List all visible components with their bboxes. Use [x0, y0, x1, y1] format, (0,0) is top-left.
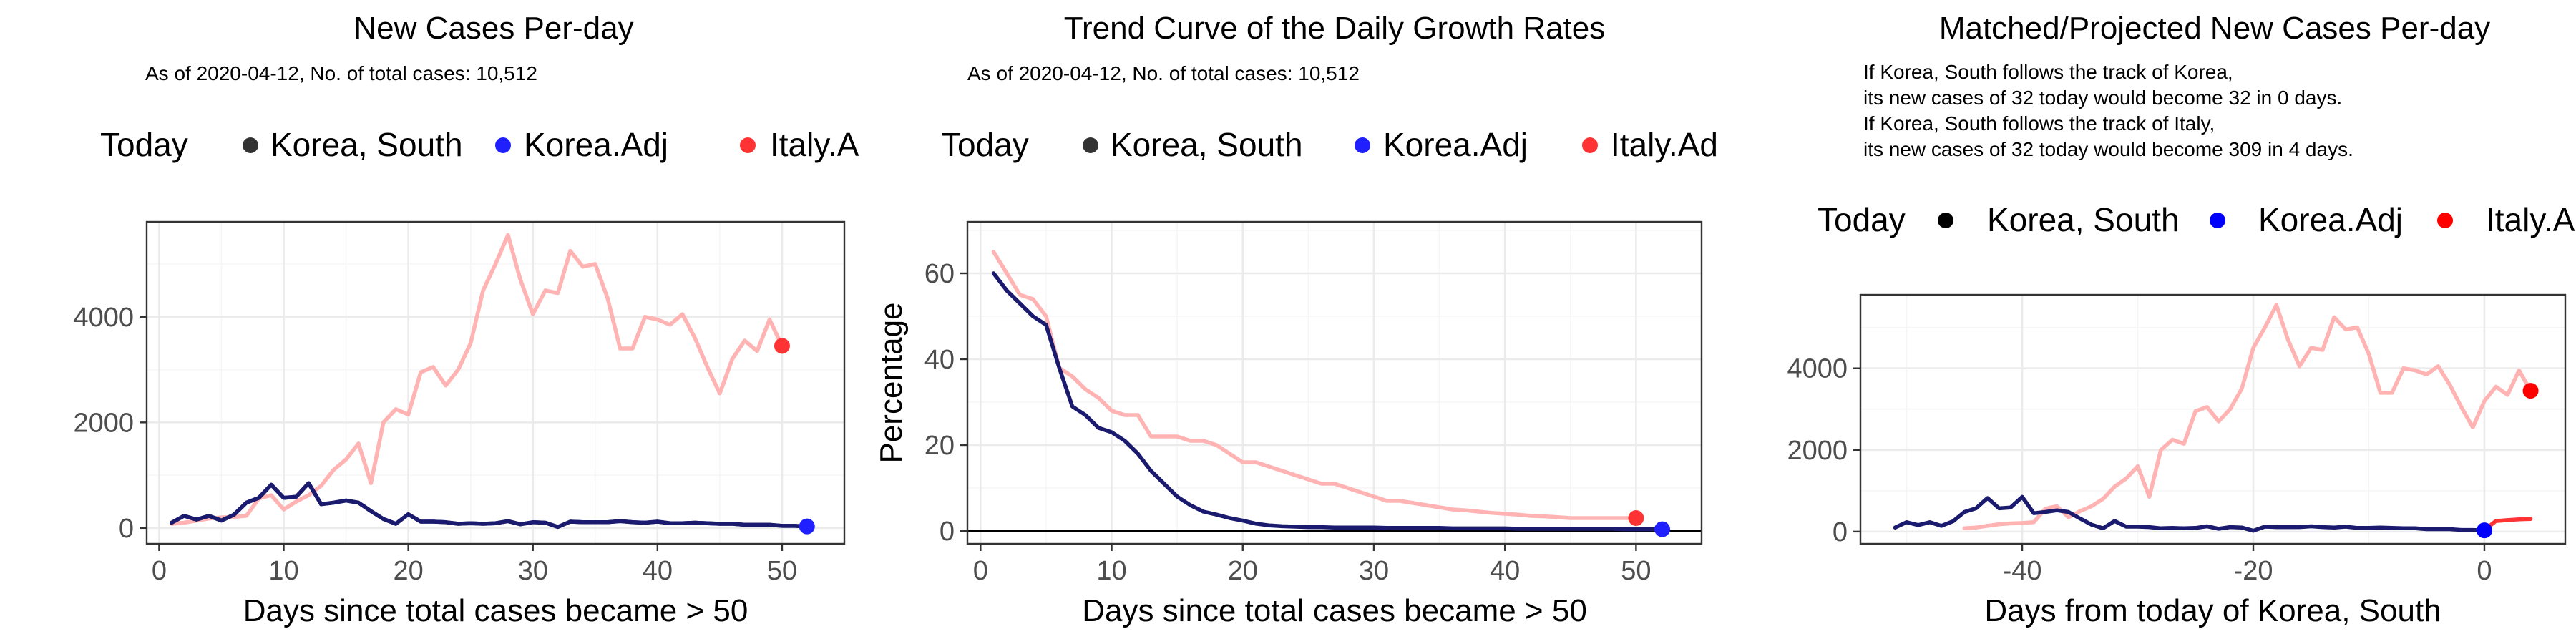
panel-2-legend-italy: Italy.Ad [1611, 126, 1718, 163]
panel-3-plot: -40 -20 0 0 2000 4000 Days from today of Korea… [1787, 293, 2567, 628]
series-line-0 [170, 233, 784, 526]
panel-1-legend-italy: Italy.A [770, 126, 859, 163]
panel-2-header: Trend Curve of the Daily Growth Rates As… [941, 11, 1718, 163]
x-tick-label: 0 [973, 556, 988, 586]
x-axis-title: Days since total cases became > 50 [1082, 593, 1587, 628]
panel-3-legend-dot-korea-south [1938, 213, 1953, 228]
today-point-0 [2522, 383, 2539, 399]
today-point-0 [774, 338, 790, 354]
panel-1-legend-title: Today [100, 126, 188, 163]
series-line-0 [991, 250, 1639, 520]
panel-3-title: Matched/Projected New Cases Per-day [1939, 11, 2490, 46]
panel-1-subtitle: As of 2020-04-12, No. of total cases: 10… [145, 62, 537, 84]
y-tick-label: 0 [119, 514, 134, 544]
panel-1-legend-korea-south: Korea, South [270, 126, 463, 163]
panel-1-title: New Cases Per-day [353, 11, 633, 46]
panel-1-header: New Cases Per-day As of 2020-04-12, No. … [100, 11, 859, 163]
panel-2-legend-dot-korea-adj [1355, 137, 1370, 153]
today-point-1 [1654, 521, 1671, 537]
panel-1-legend-dot-korea-south [243, 137, 258, 153]
y-tick-label: 20 [924, 431, 955, 461]
y-tick-label: 2000 [73, 408, 134, 438]
plot-frame [966, 220, 1703, 545]
series-line-2 [170, 481, 809, 530]
x-tick-label: 0 [152, 556, 167, 586]
x-tick-label: -20 [2234, 556, 2273, 586]
panel-2-title: Trend Curve of the Daily Growth Rates [1064, 11, 1605, 46]
panel-2-legend-korea-south: Korea, South [1111, 126, 1303, 163]
series-line-2 [2482, 517, 2533, 532]
x-tick-label: 40 [643, 556, 673, 586]
panel-3-note-3: If Korea, South follows the track of Ita… [1863, 112, 2215, 135]
series-line-0 [1962, 303, 2533, 531]
x-tick-label: 20 [1228, 556, 1258, 586]
panel-2-legend-korea-adj: Korea.Adj [1383, 126, 1528, 163]
x-tick-label: 10 [1096, 556, 1126, 586]
plot-frame [145, 220, 846, 545]
today-point-1 [799, 518, 815, 535]
series-line-1 [1893, 494, 2487, 533]
x-tick-label: 30 [518, 556, 548, 586]
y-tick-label: 4000 [73, 303, 134, 333]
panel-3-legend-korea-south: Korea, South [1987, 201, 2180, 238]
panel-1-legend-dot-italy [740, 137, 756, 153]
x-axis-title: Days from today of Korea, South [1984, 593, 2441, 628]
y-axis-title: Percentage [874, 302, 909, 463]
panel-2-legend-dot-italy [1582, 137, 1598, 153]
panel-2-plot: 0 10 20 30 40 50 0 20 40 60 Days since total cases… [874, 220, 1703, 628]
y-tick-label: 2000 [1787, 436, 1848, 466]
panel-3-legend-dot-italy [2437, 213, 2453, 228]
panel-3-note-2: its new cases of 32 today would become 3… [1863, 87, 2342, 109]
x-tick-label: 20 [393, 556, 423, 586]
y-tick-label: 60 [924, 259, 955, 289]
panel-1-legend-korea-adj: Korea.Adj [524, 126, 668, 163]
panel-3-note-1: If Korea, South follows the track of Kor… [1863, 61, 2233, 83]
x-tick-label: 50 [767, 556, 797, 586]
panel-2-legend-dot-korea-south [1083, 137, 1098, 153]
x-tick-label: 30 [1359, 556, 1389, 586]
panel-3-legend-korea-adj: Korea.Adj [2258, 201, 2403, 238]
panel-3-note-4: its new cases of 32 today would become 3… [1863, 138, 2353, 160]
panel-1-plot: 0 10 20 30 40 50 0 2000 4000 Days since total cas… [73, 220, 846, 628]
panel-3-legend-italy: Italy.A [2486, 201, 2575, 238]
y-tick-label: 4000 [1787, 354, 1848, 384]
x-tick-label: 40 [1490, 556, 1520, 586]
panel-2-subtitle: As of 2020-04-12, No. of total cases: 10… [967, 62, 1360, 84]
plot-frame [1859, 293, 2567, 545]
today-point-1 [2476, 522, 2492, 539]
today-point-0 [1628, 510, 1644, 526]
y-tick-label: 0 [940, 517, 955, 547]
x-tick-label: 50 [1621, 556, 1651, 586]
panel-1-legend-dot-korea-adj [495, 137, 511, 153]
y-tick-label: 40 [924, 345, 955, 375]
y-tick-label: 0 [1833, 517, 1848, 547]
panel-2-legend-title: Today [941, 126, 1029, 163]
series-line-1 [991, 271, 1664, 532]
panel-3-header: Matched/Projected New Cases Per-day If K… [1818, 11, 2575, 238]
x-axis-title: Days since total cases became > 50 [243, 593, 748, 628]
x-tick-label: -40 [2003, 556, 2042, 586]
x-tick-label: 0 [2477, 556, 2492, 586]
panel-3-legend-dot-korea-adj [2210, 213, 2225, 228]
x-tick-label: 10 [268, 556, 298, 586]
panel-3-legend-title: Today [1818, 201, 1906, 238]
